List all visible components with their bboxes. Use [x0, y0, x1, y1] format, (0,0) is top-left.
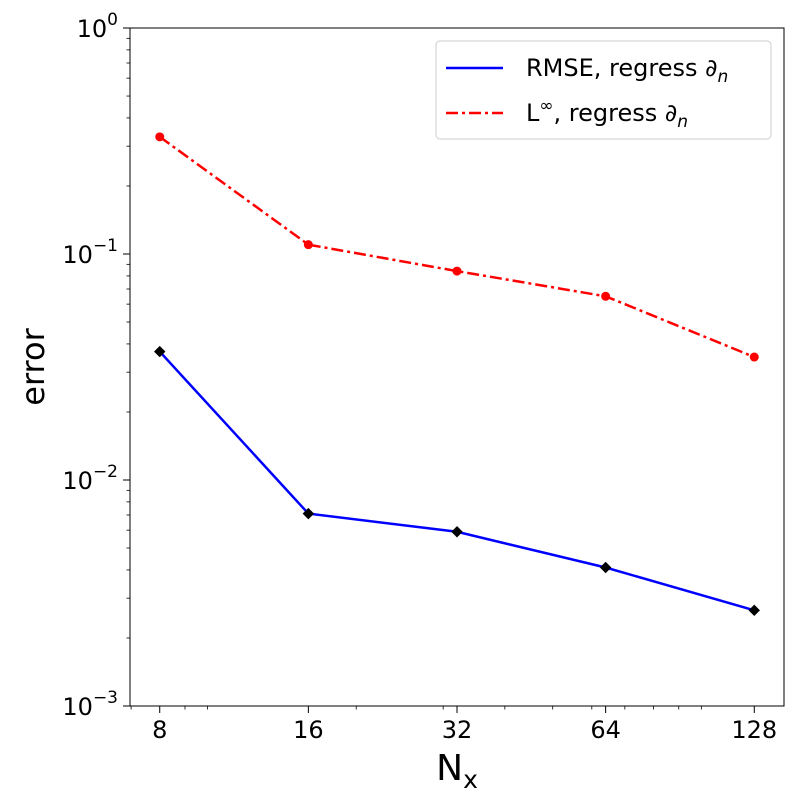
y-tick-label: 10−2	[62, 462, 118, 495]
data-point-diamond	[599, 561, 612, 574]
legend-label-rmse-main: RMSE, regress ∂	[526, 54, 718, 82]
data-point-circle	[452, 266, 462, 276]
legend-box	[435, 40, 772, 140]
plot-frame	[129, 27, 785, 707]
y-tick-label-base: 10	[62, 693, 93, 721]
x-tick-label: 128	[731, 716, 777, 744]
y-tick-label-exponent: 0	[107, 10, 118, 30]
data-point-circle	[749, 352, 759, 362]
data-point-circle	[155, 132, 165, 142]
x-tick-label: 32	[442, 716, 473, 744]
series-layer	[154, 132, 760, 617]
y-tick-label-exponent: −2	[93, 462, 118, 482]
legend-label-linf-rest: , regress ∂	[554, 99, 678, 127]
data-point-circle	[303, 240, 313, 250]
data-point-circle	[601, 291, 611, 301]
data-point-diamond	[451, 526, 463, 538]
y-tick-label-exponent: −1	[93, 236, 118, 256]
y-tick-label: 10−1	[62, 236, 118, 269]
series-line-1	[158, 135, 755, 359]
series-line-0	[158, 350, 755, 612]
y-tick-label-exponent: −3	[93, 688, 118, 708]
legend-label-linf-sub: n	[677, 112, 688, 132]
major-ticks	[123, 27, 755, 713]
legend-label-rmse: RMSE, regress ∂n	[526, 54, 728, 87]
y-tick-label-base: 10	[62, 241, 93, 269]
x-tick-label: 16	[293, 716, 324, 744]
legend-label-rmse-sub: n	[718, 67, 729, 87]
x-axis-label-sub: x	[463, 765, 478, 794]
y-tick-label-base: 10	[62, 467, 93, 495]
legend-label-linf: L∞, regress ∂n	[526, 96, 688, 132]
x-axis-label-main: N	[436, 748, 463, 789]
data-point-diamond	[748, 604, 760, 617]
minor-ticks	[126, 37, 702, 710]
legend-label-linf-sup: ∞	[539, 96, 553, 116]
y-tick-label: 100	[77, 10, 118, 43]
data-point-diamond	[302, 507, 315, 520]
x-tick-label: 8	[152, 716, 167, 744]
y-tick-label-base: 10	[77, 15, 108, 43]
legend: RMSE, regress ∂n L∞, regress ∂n	[435, 40, 772, 140]
x-tick-labels: 8 16 32 64 128	[152, 716, 777, 744]
x-tick-label: 64	[590, 716, 621, 744]
y-tick-label: 10−3	[62, 688, 118, 721]
legend-label-linf-main: L	[526, 99, 540, 127]
y-axis-label: error	[14, 327, 52, 405]
data-point-diamond	[154, 345, 166, 358]
x-axis-label: Nx	[436, 748, 478, 794]
